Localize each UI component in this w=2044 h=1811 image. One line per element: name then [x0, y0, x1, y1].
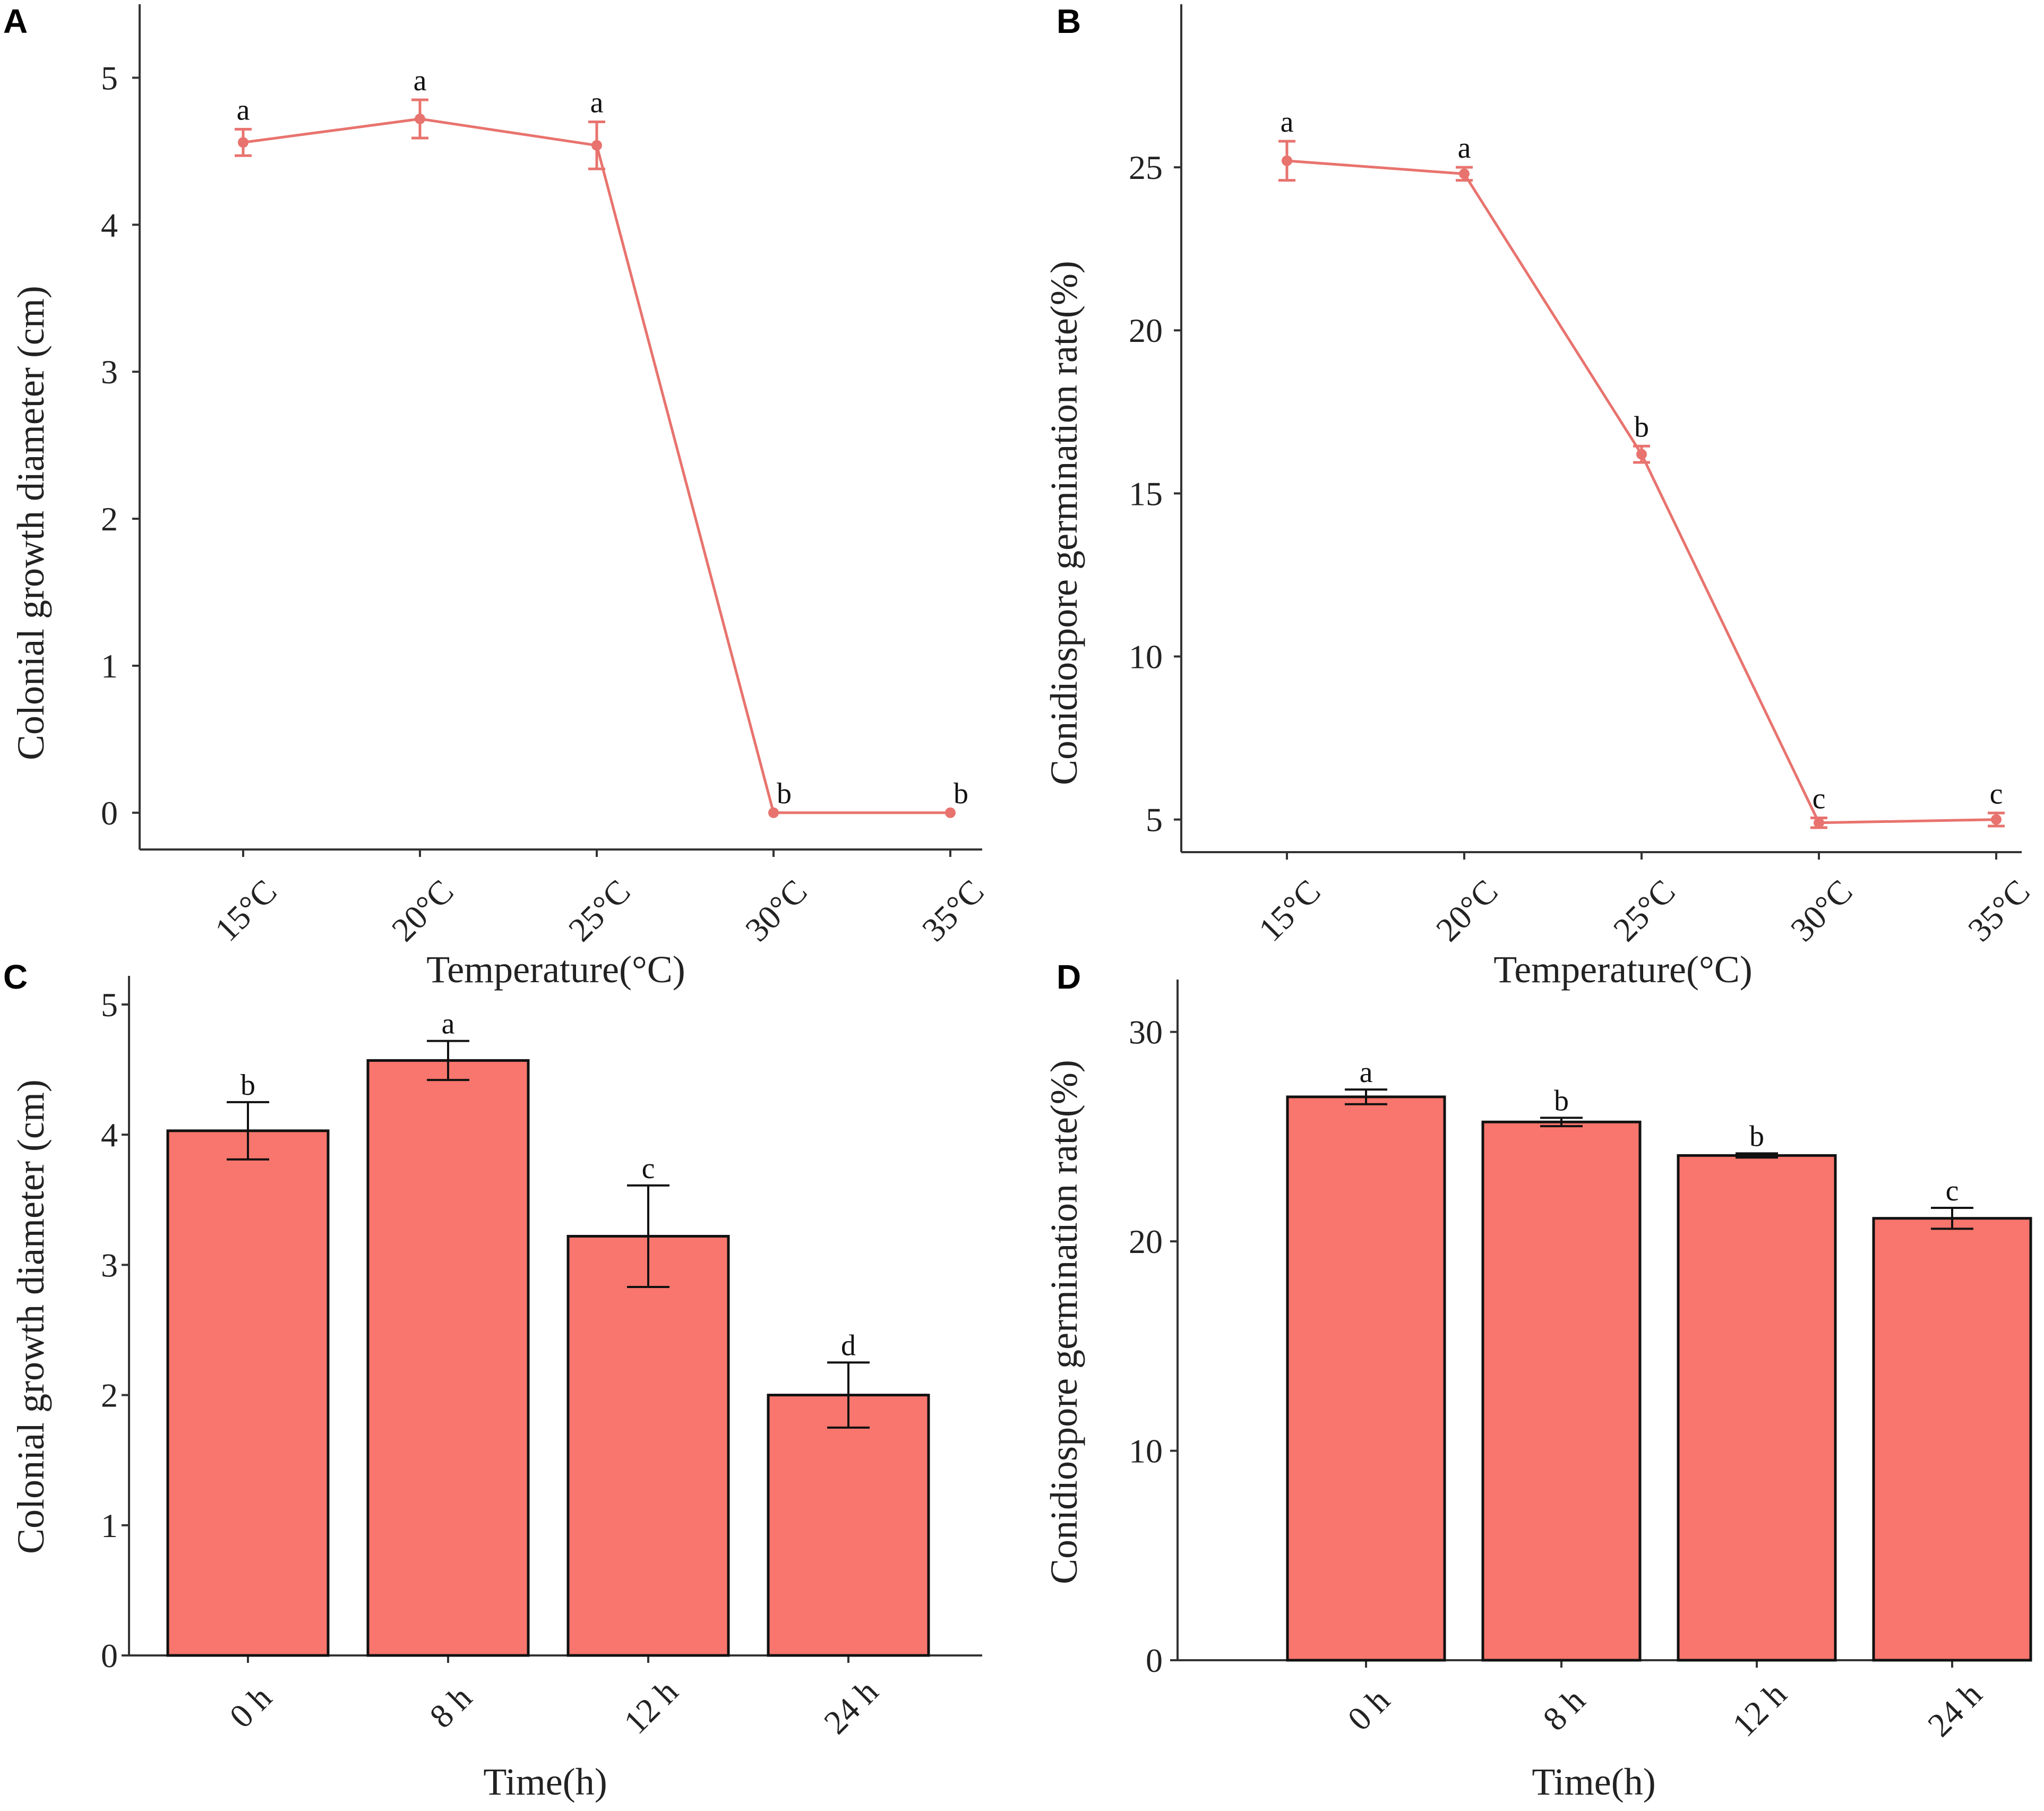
bar: [566, 1234, 730, 1657]
bar: [1286, 1095, 1446, 1662]
y-tick-label: 0: [1146, 1642, 1163, 1679]
y-axis-title: Conidiospore germination rate(%): [1043, 261, 1085, 785]
significance-label: b: [777, 777, 792, 810]
y-tick-label: 25: [1129, 149, 1163, 186]
significance-label: b: [954, 777, 968, 810]
y-tick-label: 15: [1129, 475, 1163, 512]
significance-label: b: [1554, 1084, 1569, 1117]
x-axis-title: Time(h): [1532, 1761, 1655, 1803]
data-point: [1814, 817, 1824, 828]
x-axis-title: Temperature(°C): [426, 948, 685, 991]
y-tick-label: 2: [101, 500, 118, 538]
significance-label: a: [414, 64, 427, 97]
data-point: [768, 807, 779, 818]
bar: [366, 1059, 530, 1657]
panel-letter: B: [1057, 2, 1081, 40]
bar: [166, 1129, 330, 1657]
panel-letter: A: [3, 2, 28, 40]
data-point: [1636, 449, 1647, 460]
y-tick-label: 4: [101, 206, 118, 244]
y-axis-title: Colonial growth diameter (cm): [10, 286, 52, 760]
significance-label: c: [1990, 777, 2003, 810]
x-axis-title: Time(h): [483, 1761, 607, 1803]
significance-label: c: [1813, 783, 1826, 816]
y-tick-label: 20: [1129, 1223, 1163, 1260]
significance-label: a: [1281, 106, 1294, 139]
significance-label: b: [1749, 1120, 1764, 1153]
significance-label: d: [841, 1329, 856, 1362]
y-tick-label: 30: [1129, 1014, 1163, 1051]
significance-label: a: [1360, 1056, 1373, 1089]
y-tick-label: 10: [1129, 638, 1163, 675]
data-point: [1459, 168, 1470, 179]
significance-label: b: [1634, 410, 1649, 443]
significance-label: a: [590, 86, 604, 119]
significance-label: b: [241, 1069, 255, 1102]
panel-letter: D: [1057, 958, 1081, 996]
y-tick-label: 3: [101, 353, 118, 391]
data-point: [415, 113, 425, 124]
bar: [1481, 1120, 1642, 1662]
data-point: [1282, 155, 1292, 166]
bar: [1677, 1154, 1837, 1662]
panel-letter: C: [3, 958, 28, 996]
y-tick-label: 2: [101, 1377, 118, 1414]
y-tick-label: 5: [101, 986, 118, 1024]
significance-label: a: [1458, 132, 1471, 165]
y-tick-label: 1: [101, 647, 118, 685]
y-tick-label: 1: [101, 1507, 118, 1544]
y-axis-title: Colonial growth diameter (cm): [10, 1079, 52, 1554]
significance-label: a: [237, 93, 250, 126]
data-point: [945, 807, 956, 818]
y-tick-label: 0: [101, 1637, 118, 1675]
bar: [1872, 1217, 2032, 1662]
y-tick-label: 0: [101, 794, 118, 832]
x-axis-title: Temperature(°C): [1493, 948, 1753, 991]
data-point: [238, 137, 248, 148]
significance-label: c: [1946, 1174, 1959, 1207]
data-point: [591, 140, 602, 151]
y-tick-label: 5: [1146, 801, 1163, 839]
y-tick-label: 4: [101, 1116, 118, 1154]
significance-label: a: [442, 1008, 455, 1041]
bar: [767, 1394, 930, 1657]
y-tick-label: 3: [101, 1246, 118, 1284]
y-tick-label: 5: [101, 59, 118, 97]
y-tick-label: 10: [1129, 1432, 1163, 1470]
y-tick-label: 20: [1129, 312, 1163, 349]
significance-label: c: [642, 1152, 655, 1185]
y-axis-title: Conidiospore germination rate(%): [1043, 1060, 1085, 1584]
data-point: [1991, 814, 2002, 825]
